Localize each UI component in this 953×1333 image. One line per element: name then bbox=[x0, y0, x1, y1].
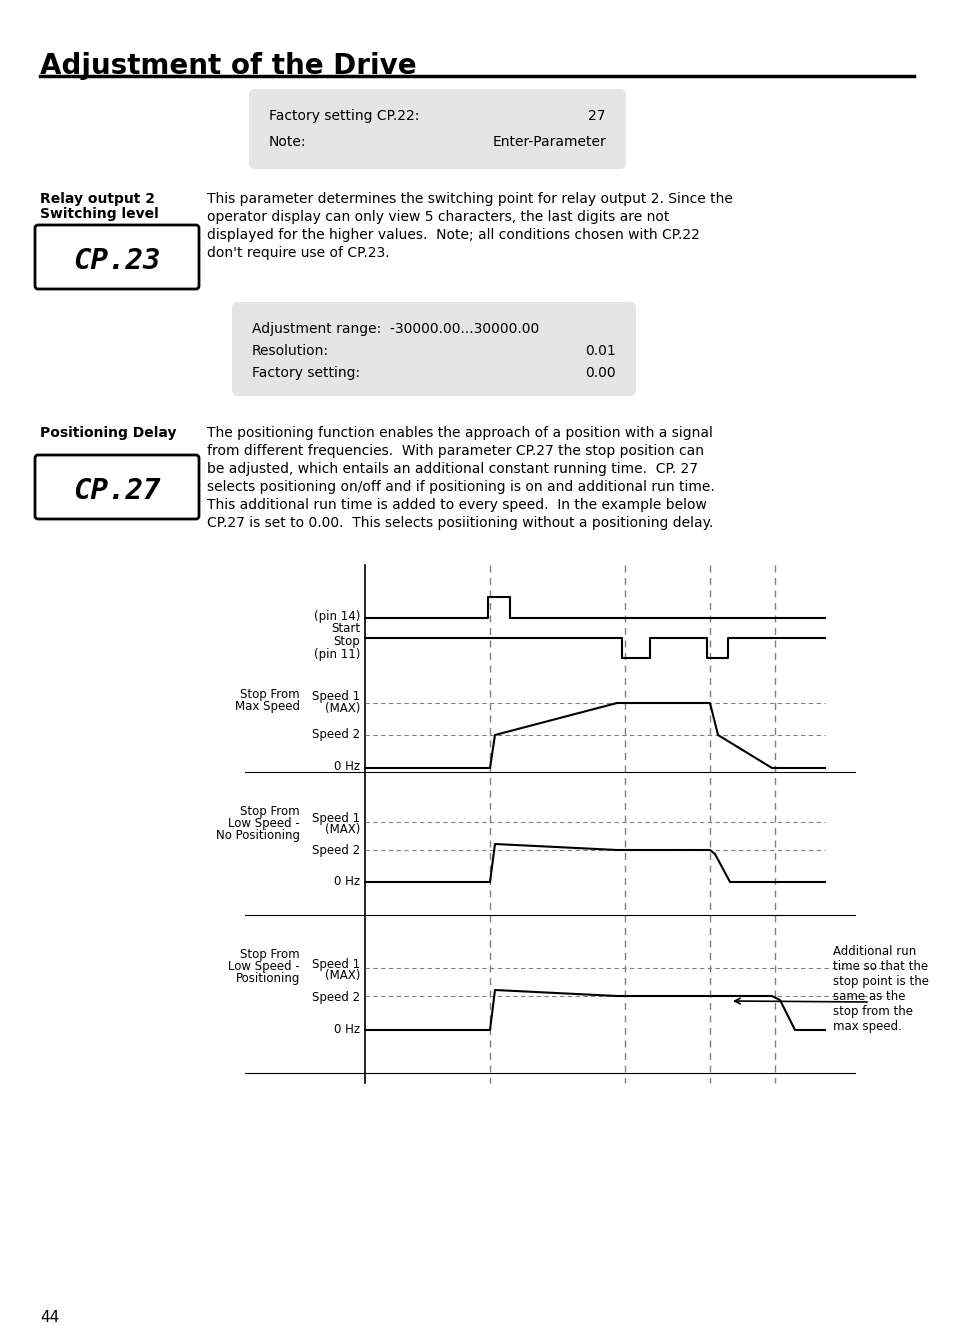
Text: No Positioning: No Positioning bbox=[215, 829, 299, 842]
Text: Positioning: Positioning bbox=[235, 972, 299, 985]
Text: (MAX): (MAX) bbox=[324, 822, 359, 836]
Text: Factory setting:: Factory setting: bbox=[252, 367, 359, 380]
Text: This additional run time is added to every speed.  In the example below: This additional run time is added to eve… bbox=[207, 499, 706, 512]
Text: Speed 2: Speed 2 bbox=[312, 990, 359, 1004]
Text: Stop From: Stop From bbox=[240, 805, 299, 818]
Text: Switching level: Switching level bbox=[40, 207, 158, 221]
Text: Stop From: Stop From bbox=[240, 948, 299, 961]
Text: Stop From: Stop From bbox=[240, 688, 299, 701]
Text: CP.27 is set to 0.00.  This selects posiitioning without a positioning delay.: CP.27 is set to 0.00. This selects posii… bbox=[207, 516, 713, 531]
Text: Factory setting CP.22:: Factory setting CP.22: bbox=[269, 109, 419, 123]
Text: CP.23: CP.23 bbox=[73, 247, 161, 275]
Text: Speed 2: Speed 2 bbox=[312, 844, 359, 857]
Text: The positioning function enables the approach of a position with a signal: The positioning function enables the app… bbox=[207, 427, 712, 440]
Text: Adjustment of the Drive: Adjustment of the Drive bbox=[40, 52, 416, 80]
Text: Enter-Parameter: Enter-Parameter bbox=[492, 135, 605, 149]
Text: Low Speed -: Low Speed - bbox=[228, 960, 299, 973]
Text: Max Speed: Max Speed bbox=[234, 700, 299, 713]
Text: 44: 44 bbox=[40, 1310, 59, 1325]
Text: Stop: Stop bbox=[333, 635, 359, 648]
Text: Resolution:: Resolution: bbox=[252, 344, 329, 359]
FancyBboxPatch shape bbox=[35, 455, 199, 519]
Text: Speed 2: Speed 2 bbox=[312, 728, 359, 741]
FancyBboxPatch shape bbox=[249, 89, 625, 169]
Text: selects positioning on/off and if positioning is on and additional run time.: selects positioning on/off and if positi… bbox=[207, 480, 714, 495]
Text: (pin 11): (pin 11) bbox=[314, 648, 359, 661]
Text: operator display can only view 5 characters, the last digits are not: operator display can only view 5 charact… bbox=[207, 211, 669, 224]
Text: Start: Start bbox=[331, 623, 359, 635]
Text: (MAX): (MAX) bbox=[324, 702, 359, 714]
Text: Relay output 2: Relay output 2 bbox=[40, 192, 154, 207]
Text: 0.01: 0.01 bbox=[584, 344, 616, 359]
Text: 27: 27 bbox=[588, 109, 605, 123]
Text: Speed 1: Speed 1 bbox=[312, 690, 359, 702]
Text: Note:: Note: bbox=[269, 135, 306, 149]
Text: displayed for the higher values.  Note; all conditions chosen with CP.22: displayed for the higher values. Note; a… bbox=[207, 228, 700, 243]
Text: from different frequencies.  With parameter CP.27 the stop position can: from different frequencies. With paramet… bbox=[207, 444, 703, 459]
Text: Speed 1: Speed 1 bbox=[312, 812, 359, 825]
Text: Adjustment range:  -30000.00...30000.00: Adjustment range: -30000.00...30000.00 bbox=[252, 323, 538, 336]
Text: Positioning Delay: Positioning Delay bbox=[40, 427, 176, 440]
Text: CP.27: CP.27 bbox=[73, 477, 161, 505]
Text: 0 Hz: 0 Hz bbox=[334, 1022, 359, 1036]
Text: be adjusted, which entails an additional constant running time.  CP. 27: be adjusted, which entails an additional… bbox=[207, 463, 698, 476]
FancyBboxPatch shape bbox=[232, 303, 636, 396]
Text: (MAX): (MAX) bbox=[324, 969, 359, 982]
Text: 0 Hz: 0 Hz bbox=[334, 874, 359, 888]
Text: Speed 1: Speed 1 bbox=[312, 958, 359, 970]
Text: (pin 14): (pin 14) bbox=[314, 611, 359, 623]
Text: Low Speed -: Low Speed - bbox=[228, 817, 299, 830]
Text: don't require use of CP.23.: don't require use of CP.23. bbox=[207, 247, 389, 260]
Text: 0 Hz: 0 Hz bbox=[334, 760, 359, 773]
Text: 0.00: 0.00 bbox=[585, 367, 616, 380]
Text: This parameter determines the switching point for relay output 2. Since the: This parameter determines the switching … bbox=[207, 192, 732, 207]
Text: Additional run
time so that the
stop point is the
same as the
stop from the
max : Additional run time so that the stop poi… bbox=[832, 945, 928, 1033]
FancyBboxPatch shape bbox=[35, 225, 199, 289]
